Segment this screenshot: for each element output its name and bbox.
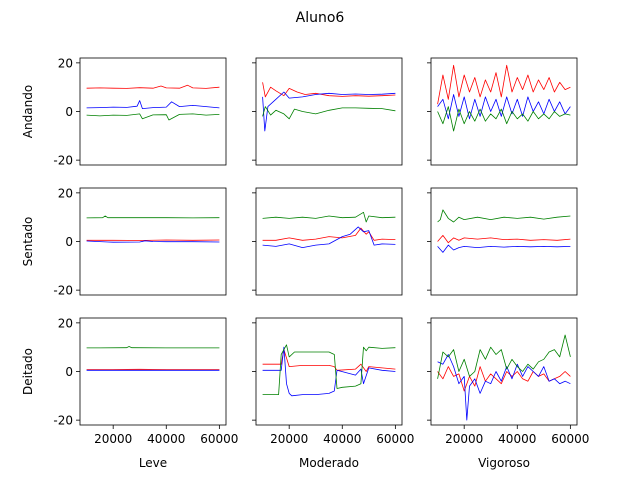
subplot-sentado-vigoroso xyxy=(427,187,578,296)
series-group xyxy=(437,64,571,132)
series-group xyxy=(262,344,396,397)
row-label-deitado: Deitado xyxy=(21,348,35,395)
axes-frame xyxy=(430,57,578,166)
series-line-red xyxy=(262,227,396,241)
series-group xyxy=(86,84,220,121)
series-line-red xyxy=(86,84,220,89)
x-tick-label: 40000 xyxy=(147,432,185,446)
series-line-red xyxy=(437,366,571,392)
axes-frame xyxy=(79,317,227,426)
subplot-deitado-moderado: 20000 40000 60000 xyxy=(252,317,414,446)
y-tick-label: 20 xyxy=(58,186,73,200)
series-group xyxy=(262,211,396,249)
y-tick-label: -20 xyxy=(53,414,73,428)
series-line-green xyxy=(262,211,396,223)
series-line-red xyxy=(437,64,571,105)
series-line-green xyxy=(262,344,396,396)
subplot-grid: -20 0 20 -20 0 20 -20 0 20 20000 40000 60000 20000 40… xyxy=(21,56,589,470)
col-label-leve: Leve xyxy=(139,456,167,470)
subplot-sentado-leve: -20 0 20 xyxy=(53,186,227,298)
x-tick-label: 20000 xyxy=(270,432,308,446)
row-label-andando: Andando xyxy=(21,85,35,138)
subplot-deitado-vigoroso: 20000 40000 60000 xyxy=(427,317,589,446)
col-label-vigoroso: Vigoroso xyxy=(478,456,530,470)
subplot-andando-moderado xyxy=(252,57,403,166)
x-tick-label: 60000 xyxy=(551,432,589,446)
y-tick-label: 20 xyxy=(58,316,73,330)
y-tick-label: 0 xyxy=(65,235,73,249)
axes-frame xyxy=(430,187,578,296)
x-tick-label: 60000 xyxy=(376,432,414,446)
chart-title: Aluno6 xyxy=(296,10,345,26)
axes-frame xyxy=(255,317,403,426)
series-group xyxy=(262,82,396,132)
axes-frame xyxy=(430,317,578,426)
subplot-sentado-moderado xyxy=(252,187,403,296)
series-line-red xyxy=(437,234,571,244)
series-group xyxy=(437,209,571,253)
series-line-blue xyxy=(86,100,220,109)
x-tick-label: 40000 xyxy=(498,432,536,446)
subplot-deitado-leve: -20 0 20 20000 40000 60000 xyxy=(53,316,238,446)
y-tick-label: 20 xyxy=(58,56,73,70)
series-group xyxy=(86,346,220,371)
series-group xyxy=(437,334,571,421)
x-tick-label: 60000 xyxy=(200,432,238,446)
series-line-blue xyxy=(437,94,571,120)
y-tick-label: 0 xyxy=(65,105,73,119)
y-tick-label: 0 xyxy=(65,365,73,379)
y-tick-label: -20 xyxy=(53,154,73,168)
y-tick-label: -20 xyxy=(53,284,73,298)
series-line-blue xyxy=(437,354,571,421)
series-line-red xyxy=(86,239,220,241)
x-tick-label: 40000 xyxy=(323,432,361,446)
series-line-green xyxy=(86,113,220,121)
series-group xyxy=(86,215,220,243)
col-label-moderado: Moderado xyxy=(299,456,359,470)
series-line-green xyxy=(437,106,571,132)
series-line-blue xyxy=(437,244,571,253)
series-line-red xyxy=(262,349,396,372)
series-line-blue xyxy=(262,346,396,397)
series-line-blue xyxy=(262,226,396,249)
series-line-blue xyxy=(86,240,220,243)
series-line-green xyxy=(437,209,571,223)
axes-frame xyxy=(255,187,403,296)
series-line-green xyxy=(437,334,571,379)
x-tick-label: 20000 xyxy=(94,432,132,446)
series-line-green xyxy=(86,346,220,349)
axes-frame xyxy=(79,57,227,166)
series-line-blue xyxy=(262,91,396,132)
x-tick-label: 20000 xyxy=(445,432,483,446)
subplot-andando-vigoroso xyxy=(427,57,578,166)
series-line-red xyxy=(262,82,396,98)
row-label-sentado: Sentado xyxy=(21,217,35,267)
series-line-green xyxy=(262,106,396,120)
subplot-andando-leve: -20 0 20 xyxy=(53,56,227,168)
series-line-green xyxy=(86,215,220,219)
